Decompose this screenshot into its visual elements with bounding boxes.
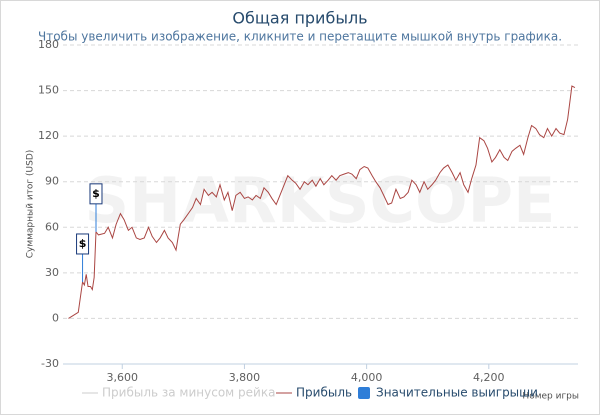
y-tick-label: 60 [45, 220, 59, 233]
y-tick-label: 150 [38, 84, 59, 97]
flag [89, 183, 103, 205]
legend-label: Прибыль за минусом рейка [102, 386, 275, 400]
y-tick-label: 120 [38, 129, 59, 142]
watermark: SHARKSCOPE [85, 164, 556, 237]
flag [76, 233, 90, 255]
flag-label: $ [92, 187, 100, 200]
y-tick-label: 180 [38, 38, 59, 51]
x-tick-label: 3,800 [229, 371, 261, 384]
y-tick-label: -30 [41, 357, 59, 370]
y-tick-label: 0 [52, 311, 59, 324]
flag-label: $ [79, 237, 87, 250]
line [68, 85, 576, 319]
y-axis-title: Суммарный итог (USD) [26, 150, 36, 259]
legend-label: Значительные выигрыши [376, 386, 538, 400]
x-tick-label: 4,000 [351, 371, 383, 384]
x-tick-label: 3,600 [107, 371, 139, 384]
legend-label: Прибыль [296, 386, 352, 400]
x-axis-title: Номер игры [522, 392, 579, 402]
x-tick-label: 4,200 [473, 371, 505, 384]
chart-subtitle: Чтобы увеличить изображение, кликните и … [38, 30, 562, 44]
legend-symbol [358, 387, 370, 399]
y-tick-label: 30 [45, 266, 59, 279]
y-tick-label: 90 [45, 175, 59, 188]
chart-title: Общая прибыль [232, 9, 367, 28]
